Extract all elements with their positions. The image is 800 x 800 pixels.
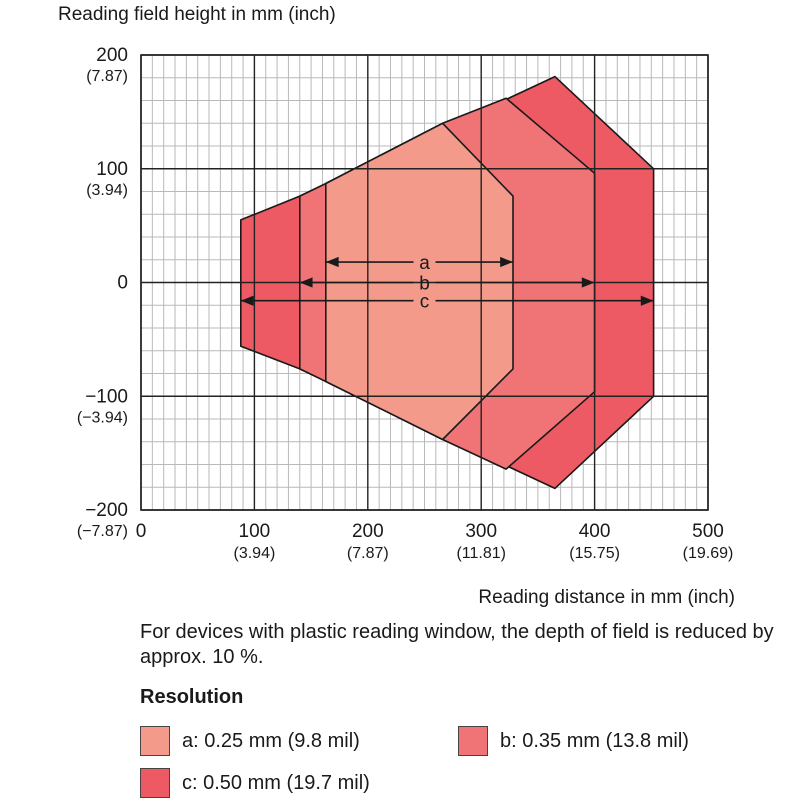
x-tick-label: 0 — [136, 521, 147, 542]
dimension-lines: abc — [240, 253, 654, 313]
legend-label-a: a: 0.25 mm (9.8 mil) — [182, 729, 360, 752]
legend-swatch-b — [458, 726, 488, 756]
x-tick-inch-label: (11.81) — [456, 545, 506, 562]
y-tick-label: −100 — [85, 386, 128, 407]
x-tick-inch-label: (19.69) — [683, 545, 734, 562]
chart-svg: Reading field height in mm (inch) Readin… — [58, 4, 735, 608]
y-tick-label: −200 — [85, 500, 128, 521]
y-tick-inch-label: (3.94) — [86, 182, 128, 199]
dimension-label-c: c — [420, 292, 430, 313]
x-tick-label: 100 — [239, 521, 271, 542]
legend-label-c: c: 0.50 mm (19.7 mil) — [182, 771, 370, 794]
y-tick-inch-label: (7.87) — [86, 68, 128, 85]
legend-item-c: c: 0.50 mm (19.7 mil) — [140, 768, 370, 798]
legend-title: Resolution — [140, 686, 244, 708]
dimension-label-b: b — [419, 274, 430, 295]
y-tick-label: 0 — [117, 273, 128, 294]
x-tick-inch-label: (3.94) — [234, 545, 276, 562]
reading-field-a — [324, 122, 514, 441]
y-tick-label: 200 — [96, 45, 128, 66]
legend-item-a: a: 0.25 mm (9.8 mil) — [140, 726, 360, 756]
legend-label-b: b: 0.35 mm (13.8 mil) — [500, 729, 689, 752]
legend-swatch-a — [140, 726, 170, 756]
reading-field-chart: Reading field height in mm (inch) Readin… — [58, 4, 735, 608]
y-tick-inch-label: (−3.94) — [77, 409, 128, 426]
y-axis-title: Reading field height in mm (inch) — [58, 4, 336, 25]
plastic-window-note: For devices with plastic reading window,… — [140, 621, 774, 668]
y-tick-label: 100 — [96, 159, 128, 180]
x-tick-label: 200 — [352, 521, 384, 542]
tick-labels: 0 100 (3.94) 200 (7.87) 300 (11.81) 400 (15.75) 5… — [77, 45, 733, 562]
dimension-label-a: a — [419, 253, 430, 274]
x-tick-label: 300 — [465, 521, 497, 542]
x-axis-title: Reading distance in mm (inch) — [478, 587, 735, 608]
plot-frame — [140, 54, 709, 511]
legend-swatch-c — [140, 768, 170, 798]
x-tick-label: 500 — [692, 521, 724, 542]
x-tick-inch-label: (15.75) — [569, 545, 620, 562]
x-tick-label: 400 — [579, 521, 611, 542]
y-tick-inch-label: (−7.87) — [77, 523, 128, 540]
legend-item-b: b: 0.35 mm (13.8 mil) — [458, 726, 689, 756]
x-tick-inch-label: (7.87) — [347, 545, 389, 562]
